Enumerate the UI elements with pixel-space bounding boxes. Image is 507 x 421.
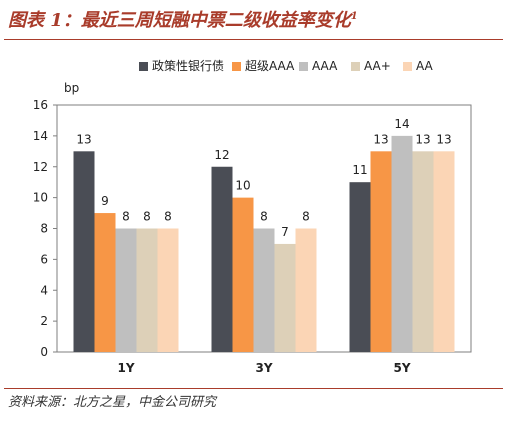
data-label: 13 — [436, 132, 451, 146]
legend-swatch-aaa — [299, 62, 308, 71]
data-label: 13 — [415, 132, 430, 146]
y-tick-label: 10 — [33, 191, 48, 205]
bar — [391, 135, 413, 352]
legend-label-aa: AA — [416, 59, 433, 73]
chart-title-text: 图表 1：最近三周短融中票二级收益率变化 — [8, 10, 351, 31]
title-footnote: 1 — [350, 11, 358, 22]
bar — [136, 228, 158, 352]
y-tick-label: 14 — [33, 129, 48, 143]
source-rule — [4, 388, 503, 389]
bar — [232, 197, 254, 352]
bar — [370, 151, 392, 352]
legend: 政策性银行债 超级AAA AAA AA+ AA — [0, 56, 507, 76]
y-tick-label: 0 — [40, 345, 48, 359]
y-tick-label: 12 — [33, 160, 48, 174]
data-label: 13 — [373, 132, 388, 146]
legend-swatch-aa — [403, 62, 412, 71]
y-tick-label: 2 — [40, 314, 48, 328]
bar — [349, 182, 371, 352]
legend-label-policy-bank: 政策性银行债 — [152, 59, 225, 73]
y-tick-label: 16 — [33, 98, 48, 112]
bar — [94, 213, 116, 352]
data-label: 8 — [122, 210, 130, 224]
source-note: 资料来源：北方之星，中金公司研究 — [8, 395, 217, 410]
legend-item-aa: AA — [403, 56, 433, 76]
x-tick-label: 1Y — [117, 361, 134, 375]
data-label: 8 — [164, 210, 172, 224]
legend-item-aa-plus: AA+ — [351, 56, 391, 76]
x-tick-label: 5Y — [393, 361, 410, 375]
y-tick-label: 8 — [40, 222, 48, 236]
bar — [295, 228, 317, 352]
x-tick-label: 3Y — [255, 361, 272, 375]
data-label: 11 — [352, 163, 367, 177]
data-label: 10 — [235, 179, 250, 193]
legend-label-aaa: AAA — [312, 59, 338, 73]
bar — [211, 166, 233, 352]
data-label: 9 — [101, 194, 109, 208]
bar — [73, 151, 95, 352]
bar — [433, 151, 455, 352]
bar — [412, 151, 434, 352]
y-tick-label: 6 — [40, 252, 48, 266]
data-label: 12 — [214, 148, 229, 162]
bar — [157, 228, 179, 352]
y-axis-unit: bp — [64, 81, 79, 95]
data-label: 8 — [302, 210, 310, 224]
legend-swatch-policy-bank — [139, 62, 148, 71]
legend-label-super-aaa: 超级AAA — [245, 59, 295, 73]
legend-item-policy-bank: 政策性银行债 — [139, 56, 224, 76]
legend-item-super-aaa: 超级AAA — [232, 56, 294, 76]
bars — [73, 135, 455, 352]
legend-swatch-super-aaa — [232, 62, 241, 71]
title-rule — [4, 39, 503, 40]
data-label: 8 — [260, 210, 268, 224]
y-tick-label: 4 — [40, 283, 48, 297]
bar — [115, 228, 137, 352]
legend-item-aaa: AAA — [299, 56, 337, 76]
data-label: 8 — [143, 210, 151, 224]
y-axis: 0 2 4 6 8 10 12 14 16 — [33, 98, 57, 359]
x-axis: 1Y 3Y 5Y — [117, 361, 410, 375]
legend-label-aa-plus: AA+ — [364, 59, 391, 73]
data-label: 14 — [394, 117, 409, 131]
legend-swatch-aa-plus — [351, 62, 360, 71]
chart-title: 图表 1：最近三周短融中票二级收益率变化1 — [8, 7, 503, 35]
data-label: 13 — [76, 132, 91, 146]
data-label: 7 — [281, 225, 289, 239]
bar — [274, 243, 296, 352]
bar — [253, 228, 275, 352]
